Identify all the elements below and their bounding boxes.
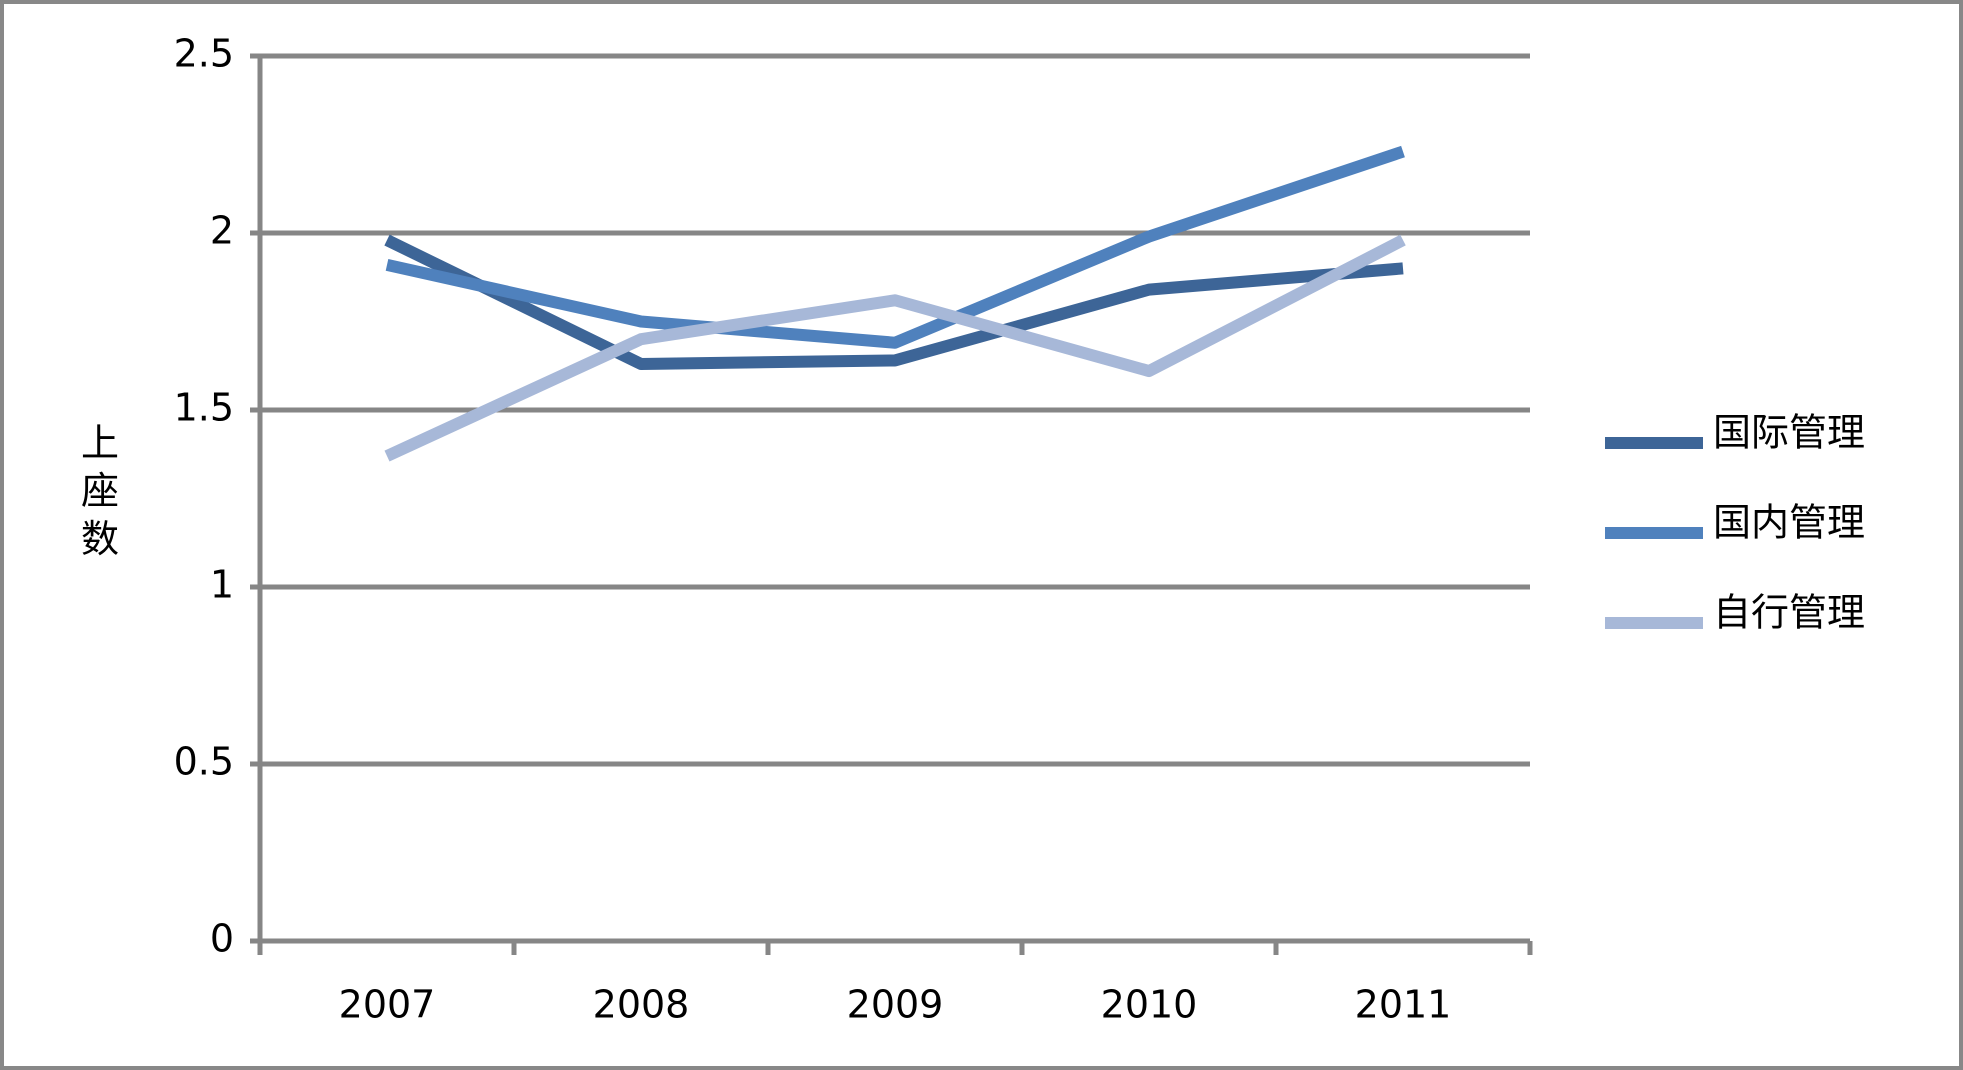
y-tick-label: 1 [210, 563, 234, 607]
y-tick-label: 2 [210, 209, 234, 253]
line-series [385, 145, 1405, 349]
x-tick-label: 2011 [1355, 983, 1452, 1027]
y-tick-label: 0 [210, 917, 234, 961]
y-tick-label: 0.5 [174, 740, 234, 784]
legend-label: 国际管理 [1713, 411, 1865, 455]
legend-label: 自行管理 [1713, 591, 1865, 635]
y-axis-label: 上座数 [81, 421, 119, 561]
legend-label: 国内管理 [1713, 501, 1865, 545]
x-tick-label: 2009 [847, 983, 944, 1027]
line-series [384, 234, 1406, 462]
y-tick-label: 2.5 [174, 32, 234, 76]
x-tick-label: 2007 [339, 983, 436, 1027]
y-tick-label: 1.5 [174, 386, 234, 430]
x-tick-label: 2008 [593, 983, 690, 1027]
line-series [384, 234, 1404, 370]
x-tick-label: 2010 [1101, 983, 1198, 1027]
